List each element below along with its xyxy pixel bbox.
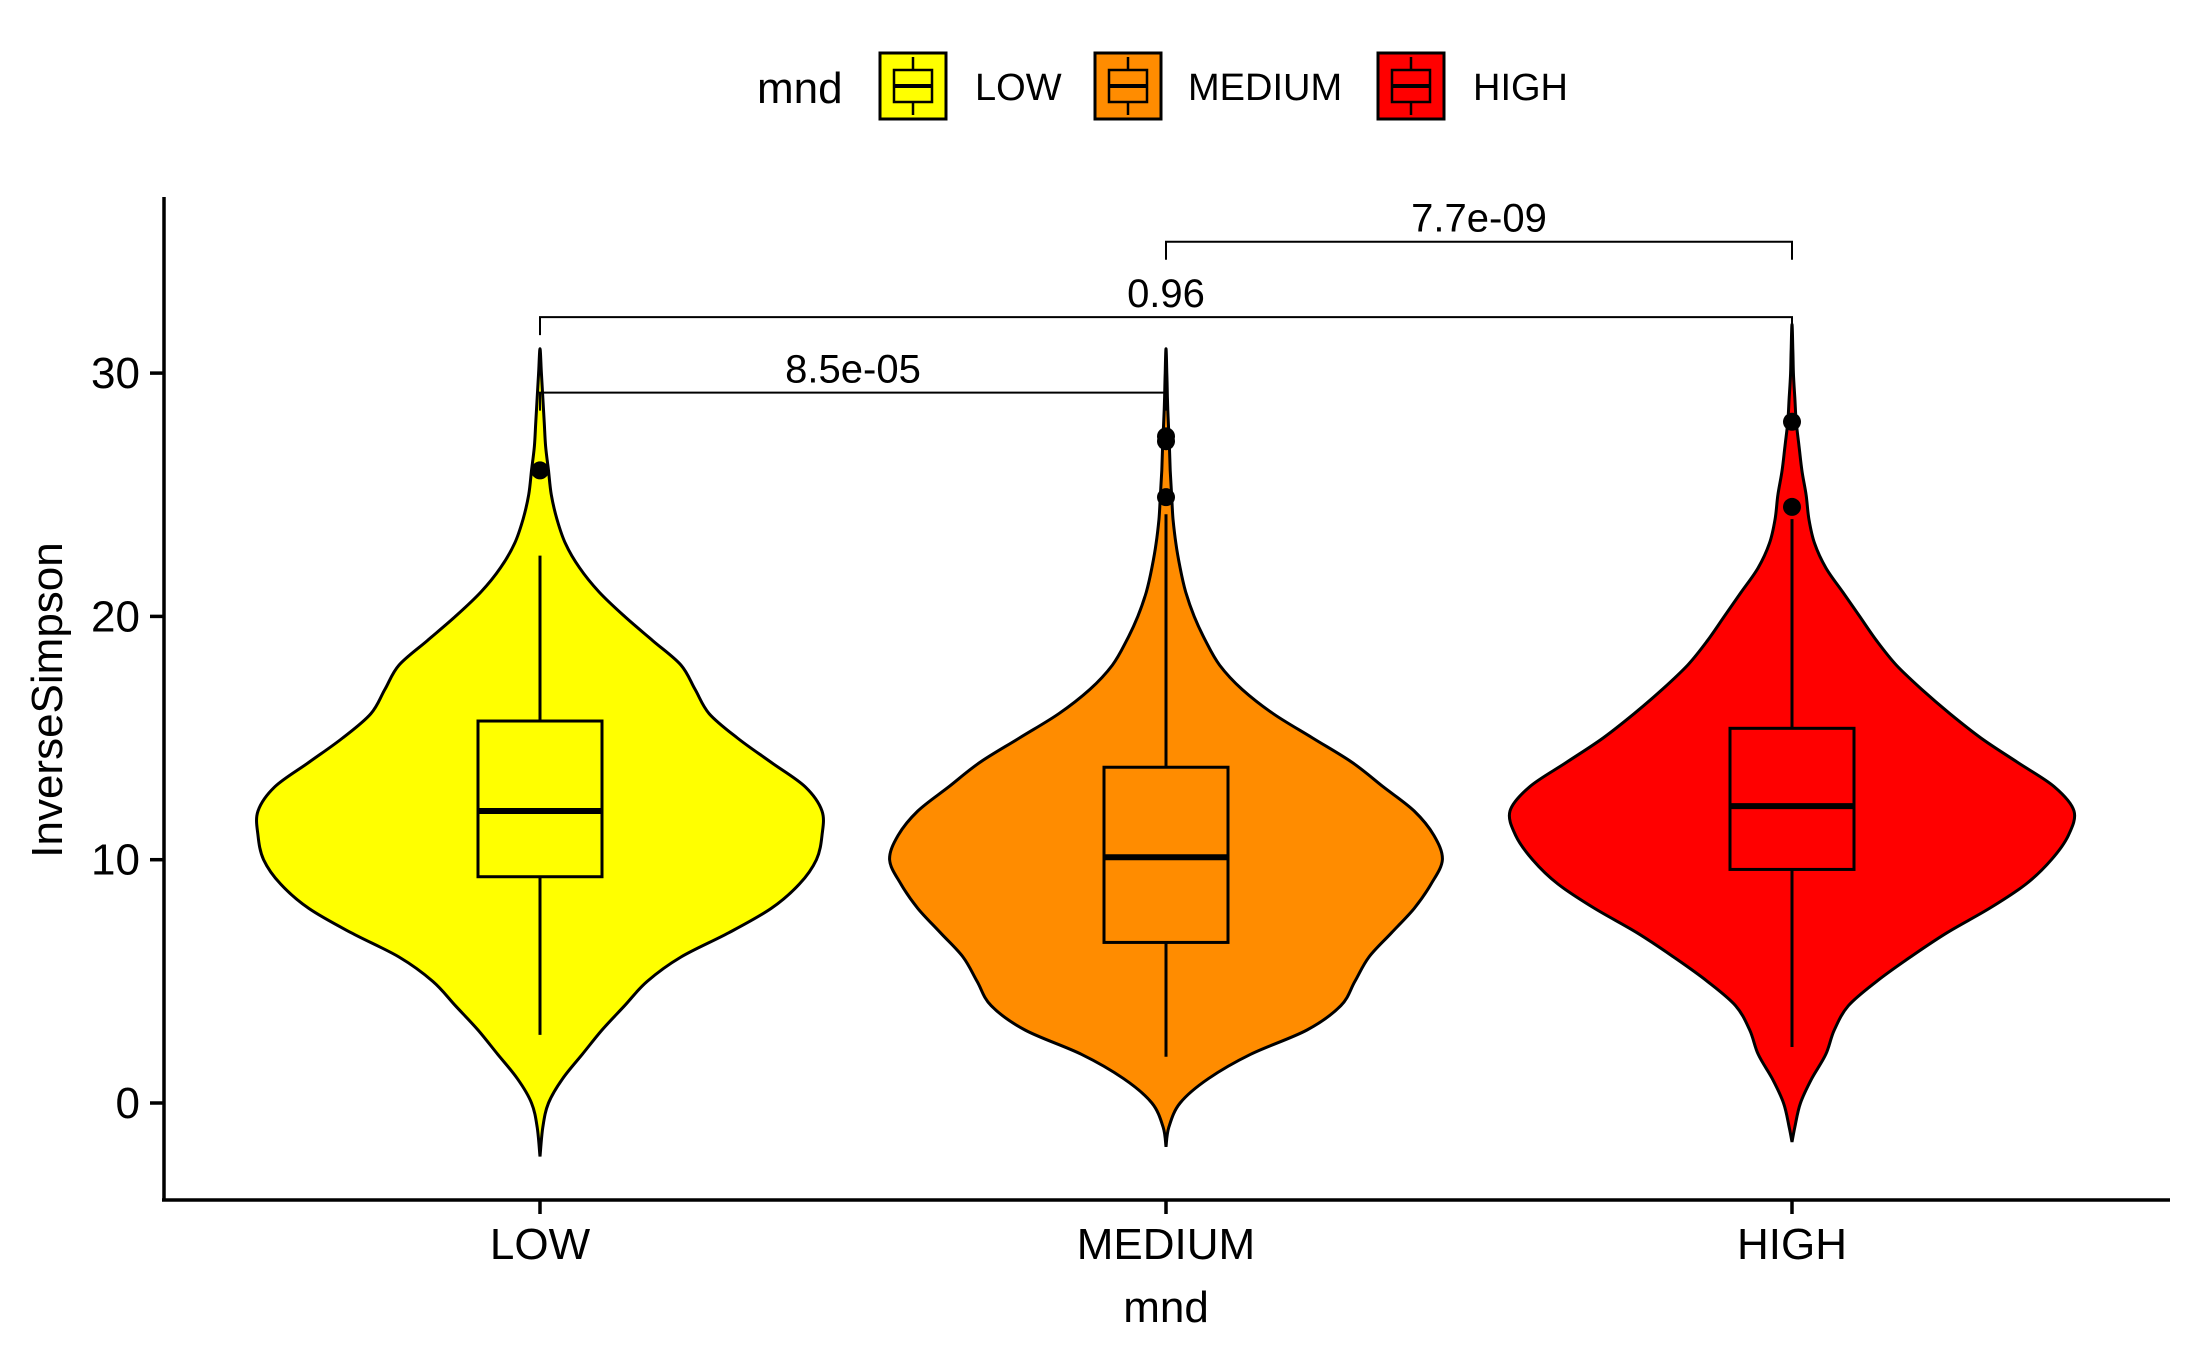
y-tick-label: 10 [91,836,140,885]
outlier-point [1783,497,1801,516]
comparison-bracket [1165,240,1793,260]
outlier-layer [531,412,1801,516]
y-tick-label: 0 [116,1079,140,1128]
x-tick-label: LOW [490,1220,591,1269]
comparison-pvalue-label: 7.7e-09 [1411,197,1547,241]
x-tick-label: HIGH [1737,1220,1847,1269]
axes: 0 10 20 30 LOW MEDIUM HIGH [91,197,2170,1269]
x-tick-label: MEDIUM [1077,1220,1255,1269]
box-layer [476,514,1856,1057]
y-axis-title: InverseSimpson [23,542,72,857]
legend-label: LOW [975,67,1062,109]
comparison-pvalue-label: 8.5e-05 [785,348,921,392]
outlier-point [531,461,549,480]
legend-label: HIGH [1473,67,1568,109]
comparison-layer: 8.5e-05 0.96 7.7e-09 [539,197,1793,411]
x-axis-title: mnd [1123,1283,1209,1332]
box-high [1728,726,1856,871]
comparison-bracket [539,391,1167,411]
comparison-bracket [539,316,1793,336]
outlier-point [1783,412,1801,431]
box-low [476,719,604,879]
legend: mnd LOW MEDIUM HIGH [757,51,1568,121]
legend-title: mnd [757,64,843,113]
comparison-pvalue-label: 0.96 [1127,272,1205,316]
y-tick-label: 30 [91,349,140,398]
outlier-point [1157,488,1175,507]
outlier-point [1157,427,1175,446]
legend-label: MEDIUM [1188,67,1342,109]
y-tick-label: 20 [91,592,140,641]
